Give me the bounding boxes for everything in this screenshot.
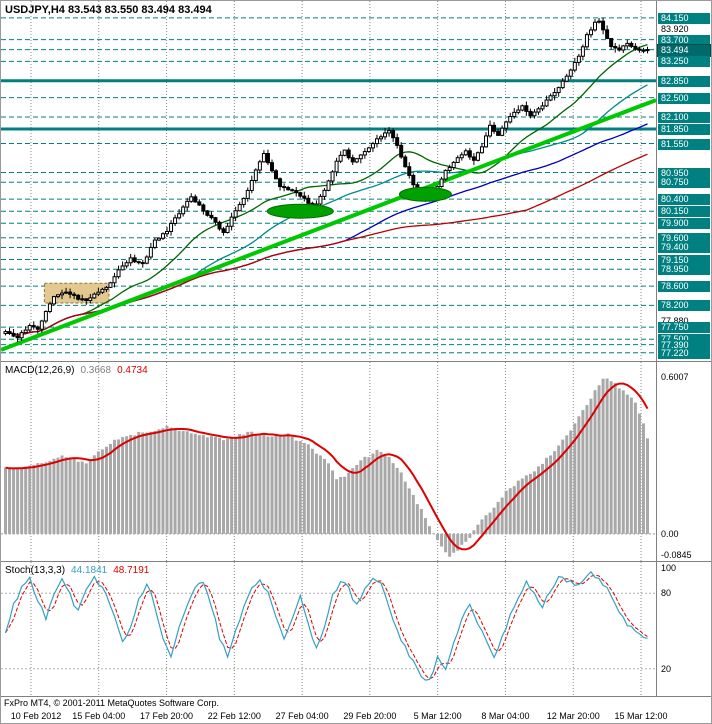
- stoch-main-line: [4, 570, 648, 681]
- price-level-label: 77.880: [661, 315, 689, 326]
- price-level-label: 77.390: [658, 339, 710, 351]
- pane-separator[interactable]: [1, 561, 711, 562]
- price-level-label: 78.950: [658, 264, 710, 276]
- price-level-label: 79.400: [658, 242, 710, 254]
- pane-separator[interactable]: [1, 361, 711, 362]
- stoch-signal-line: [5, 574, 648, 680]
- macd-signal-line: [5, 382, 649, 551]
- moving-average-line-20[interactable]: [5, 43, 648, 336]
- macd-signal-value: 0.4734: [117, 365, 148, 376]
- stoch-indicator-label: Stoch(13,3,3) 44.1841 48.7191: [5, 565, 149, 576]
- stochastic-indicator-canvas[interactable]: [1, 562, 656, 696]
- time-axis-label: 15 Mar 12:00: [614, 711, 668, 721]
- price-grid: [30, 1, 642, 361]
- price-level-label: 79.600: [658, 232, 710, 244]
- pane-separator[interactable]: [1, 696, 711, 697]
- time-axis-label: 5 Mar 12:00: [413, 711, 462, 721]
- time-axis-label: 12 Mar 20:00: [546, 711, 600, 721]
- price-level-label: 79.900: [658, 218, 710, 230]
- price-level-label: 83.700: [658, 34, 710, 46]
- time-axis-label: 10 Feb 2012: [10, 711, 62, 721]
- price-level-label: 77.750: [658, 322, 710, 334]
- trend-line[interactable]: [1, 98, 656, 352]
- price-level-label: 78.600: [658, 281, 710, 293]
- macd-main-value: 0.3668: [80, 365, 112, 376]
- price-level-label: 83.250: [658, 56, 710, 68]
- time-axis-label: 15 Feb 04:00: [72, 711, 126, 721]
- price-level-label: 80.150: [658, 206, 710, 218]
- stoch-main-value: 44.1841: [71, 565, 108, 576]
- time-axis-label: 29 Feb 20:00: [343, 711, 397, 721]
- price-level-label: 79.150: [658, 254, 710, 266]
- candlestick-series: [3, 17, 650, 343]
- macd-name: MACD(12,26,9): [5, 365, 75, 376]
- time-axis[interactable]: FxPro MT4, © 2001-2011 MetaQuotes Softwa…: [1, 697, 711, 723]
- price-level-label: 81.550: [658, 138, 710, 150]
- macd-scale[interactable]: 0.6007 0.00 -0.0845: [657, 362, 711, 561]
- stoch-name: Stoch(13,3,3): [5, 565, 66, 576]
- macd-histogram: [4, 378, 649, 557]
- price-level-label: 84.150: [658, 12, 710, 24]
- current-price-label: 83.494: [657, 43, 711, 57]
- price-chart-canvas[interactable]: [1, 1, 656, 361]
- macd-scale-label: 0.6007: [661, 372, 689, 383]
- macd-indicator-label: MACD(12,26,9) 0.3668 0.4734: [5, 365, 148, 376]
- time-axis-label: 27 Feb 04:00: [275, 711, 329, 721]
- stoch-scale-label: 20: [661, 663, 672, 674]
- stoch-scale[interactable]: 100 80 20: [657, 562, 711, 696]
- symbol-ohlc-label: USDJPY,H4 83.543 83.550 83.494 83.494: [5, 4, 212, 16]
- ellipse-annotation[interactable]: [266, 203, 334, 219]
- ellipse-annotation[interactable]: [398, 186, 452, 202]
- stoch-scale-label: 80: [661, 588, 672, 599]
- price-level-label: 80.750: [658, 177, 710, 189]
- time-axis-label: 8 Mar 04:00: [481, 711, 530, 721]
- macd-scale-label: -0.0845: [661, 550, 692, 560]
- price-level-label: 80.400: [658, 194, 710, 206]
- stoch-signal-value: 48.7191: [113, 565, 150, 576]
- price-level-label: 78.200: [658, 300, 710, 312]
- macd-scale-label: 0.00: [661, 528, 679, 539]
- macd-indicator-canvas[interactable]: [1, 362, 656, 561]
- time-axis-label: 22 Feb 12:00: [207, 711, 261, 721]
- price-level-label: 80.950: [658, 167, 710, 179]
- moving-average-line-130[interactable]: [5, 153, 648, 336]
- price-level-label: 77.220: [658, 347, 710, 359]
- price-level-label: 83.920: [661, 24, 689, 35]
- price-level-label: 82.850: [658, 75, 710, 87]
- price-level-label: 81.850: [658, 124, 710, 136]
- price-scale-divider: [656, 1, 657, 696]
- price-level-label: 82.100: [658, 111, 710, 123]
- stoch-scale-label: 100: [661, 563, 677, 574]
- copyright-text: FxPro MT4, © 2001-2011 MetaQuotes Softwa…: [4, 698, 220, 708]
- price-scale[interactable]: 84.150 83.920 83.700 83.494 83.250 82.850 82.5…: [657, 1, 711, 361]
- price-level-label: 82.500: [658, 92, 710, 104]
- time-axis-label: 17 Feb 20:00: [140, 711, 194, 721]
